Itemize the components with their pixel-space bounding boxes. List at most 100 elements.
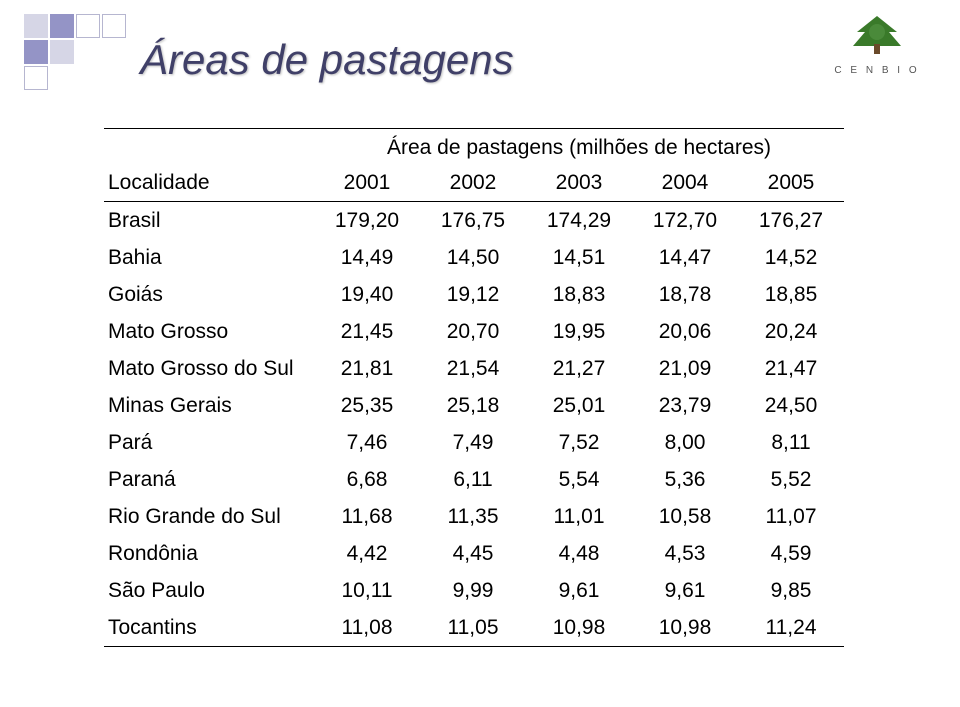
row-label: Tocantins: [104, 609, 314, 647]
deco-square: [24, 14, 48, 38]
table-row: São Paulo10,119,999,619,619,85: [104, 572, 844, 609]
cell: 21,09: [632, 350, 738, 387]
cell: 11,35: [420, 498, 526, 535]
cenbio-logo: C E N B I O: [822, 10, 932, 76]
slide: C E N B I O Áreas de pastagens Área de p…: [0, 0, 960, 707]
cell: 23,79: [632, 387, 738, 424]
cell: 8,00: [632, 424, 738, 461]
table-caption-cell: [104, 129, 314, 165]
row-header-label: Localidade: [104, 164, 314, 202]
table-row: Paraná6,686,115,545,365,52: [104, 461, 844, 498]
deco-square: [24, 40, 48, 64]
table-row: Mato Grosso do Sul21,8121,5421,2721,0921…: [104, 350, 844, 387]
pasture-table: Área de pastagens (milhões de hectares) …: [104, 128, 844, 647]
cell: 20,70: [420, 313, 526, 350]
logo-text: C E N B I O: [822, 65, 932, 76]
table-row: Rondônia4,424,454,484,534,59: [104, 535, 844, 572]
cell: 176,75: [420, 202, 526, 240]
cell: 11,01: [526, 498, 632, 535]
cell: 7,49: [420, 424, 526, 461]
deco-square: [102, 14, 126, 38]
cell: 18,78: [632, 276, 738, 313]
cell: 4,42: [314, 535, 420, 572]
cell: 176,27: [738, 202, 844, 240]
cell: 5,36: [632, 461, 738, 498]
cell: 20,06: [632, 313, 738, 350]
cell: 14,52: [738, 239, 844, 276]
cell: 10,11: [314, 572, 420, 609]
cell: 9,61: [526, 572, 632, 609]
row-label: Rondônia: [104, 535, 314, 572]
table-row: Brasil179,20176,75174,29172,70176,27: [104, 202, 844, 240]
table-row: Pará7,467,497,528,008,11: [104, 424, 844, 461]
col-header: 2005: [738, 164, 844, 202]
slide-title: Áreas de pastagens: [140, 36, 514, 84]
row-label: Pará: [104, 424, 314, 461]
col-header: 2002: [420, 164, 526, 202]
cell: 4,48: [526, 535, 632, 572]
col-header: 2003: [526, 164, 632, 202]
cell: 19,40: [314, 276, 420, 313]
cell: 7,46: [314, 424, 420, 461]
table-row: Mato Grosso21,4520,7019,9520,0620,24: [104, 313, 844, 350]
cell: 21,27: [526, 350, 632, 387]
row-label: Mato Grosso do Sul: [104, 350, 314, 387]
cell: 5,54: [526, 461, 632, 498]
cell: 24,50: [738, 387, 844, 424]
cell: 11,08: [314, 609, 420, 647]
row-label: Mato Grosso: [104, 313, 314, 350]
cell: 9,85: [738, 572, 844, 609]
table-row: Goiás19,4019,1218,8318,7818,85: [104, 276, 844, 313]
table-row: Rio Grande do Sul11,6811,3511,0110,5811,…: [104, 498, 844, 535]
cell: 11,07: [738, 498, 844, 535]
row-label: Rio Grande do Sul: [104, 498, 314, 535]
cell: 4,53: [632, 535, 738, 572]
cell: 14,51: [526, 239, 632, 276]
row-label: São Paulo: [104, 572, 314, 609]
cell: 11,68: [314, 498, 420, 535]
cell: 14,50: [420, 239, 526, 276]
cell: 18,83: [526, 276, 632, 313]
cell: 4,45: [420, 535, 526, 572]
cell: 179,20: [314, 202, 420, 240]
cell: 6,11: [420, 461, 526, 498]
cell: 20,24: [738, 313, 844, 350]
cell: 10,98: [632, 609, 738, 647]
table-caption: Área de pastagens (milhões de hectares): [314, 129, 844, 165]
pasture-table-wrap: Área de pastagens (milhões de hectares) …: [104, 128, 844, 647]
cell: 10,98: [526, 609, 632, 647]
cell: 21,81: [314, 350, 420, 387]
row-label: Bahia: [104, 239, 314, 276]
cell: 4,59: [738, 535, 844, 572]
col-header: 2001: [314, 164, 420, 202]
cell: 25,01: [526, 387, 632, 424]
cell: 14,49: [314, 239, 420, 276]
cell: 10,58: [632, 498, 738, 535]
table-row: Bahia14,4914,5014,5114,4714,52: [104, 239, 844, 276]
cell: 6,68: [314, 461, 420, 498]
cell: 8,11: [738, 424, 844, 461]
decorative-squares: [24, 14, 134, 74]
deco-square: [50, 14, 74, 38]
cell: 174,29: [526, 202, 632, 240]
cell: 21,45: [314, 313, 420, 350]
deco-square: [76, 14, 100, 38]
cell: 14,47: [632, 239, 738, 276]
row-label: Brasil: [104, 202, 314, 240]
cell: 11,05: [420, 609, 526, 647]
cell: 19,95: [526, 313, 632, 350]
cell: 7,52: [526, 424, 632, 461]
cell: 25,18: [420, 387, 526, 424]
cell: 11,24: [738, 609, 844, 647]
table-body: Brasil179,20176,75174,29172,70176,27Bahi…: [104, 202, 844, 647]
cell: 5,52: [738, 461, 844, 498]
cell: 18,85: [738, 276, 844, 313]
cell: 21,54: [420, 350, 526, 387]
cell: 25,35: [314, 387, 420, 424]
deco-square: [50, 40, 74, 64]
table-row: Minas Gerais25,3525,1825,0123,7924,50: [104, 387, 844, 424]
col-header: 2004: [632, 164, 738, 202]
cell: 9,99: [420, 572, 526, 609]
row-label: Minas Gerais: [104, 387, 314, 424]
cell: 172,70: [632, 202, 738, 240]
